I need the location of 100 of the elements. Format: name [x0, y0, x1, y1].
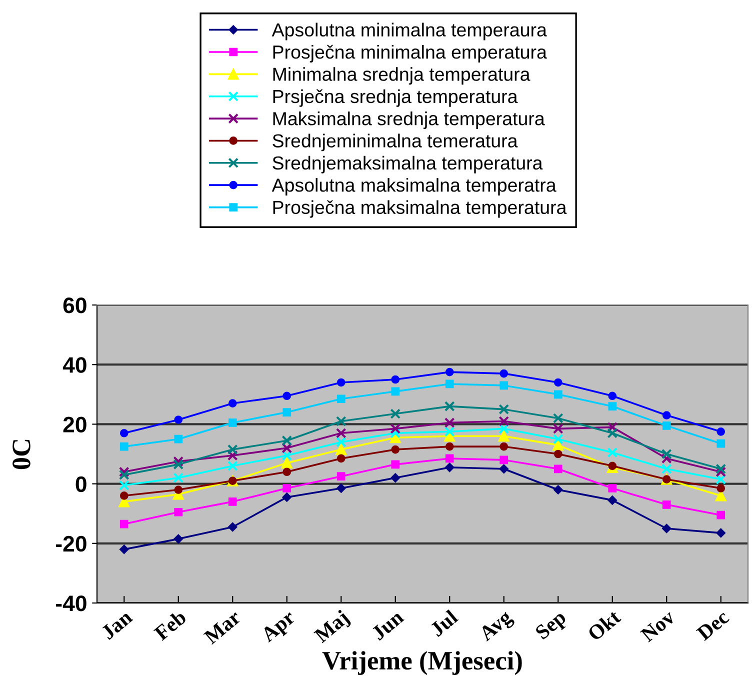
point: [444, 426, 455, 437]
point: [120, 428, 128, 438]
point: [445, 442, 454, 451]
point: [498, 404, 510, 415]
x-tick-label: Jul: [429, 608, 459, 638]
point: [390, 428, 401, 438]
point: [445, 462, 454, 472]
legend-label: Prosječna maksimalna temperatura: [273, 200, 567, 218]
legend-label: Minimalna srednja temperatura: [273, 67, 530, 85]
point: [552, 434, 564, 444]
point: [662, 422, 671, 430]
point: [336, 378, 346, 387]
x-tick-label: Avg: [478, 609, 516, 645]
point: [716, 510, 726, 520]
y-tick-label: 0: [76, 476, 86, 492]
point: [607, 422, 618, 432]
point: [391, 460, 400, 469]
point: [390, 408, 401, 419]
point: [336, 484, 346, 493]
point: [227, 444, 238, 455]
point: [554, 485, 563, 494]
point: [282, 450, 292, 461]
point: [608, 496, 617, 505]
point: [552, 413, 564, 424]
point: [174, 416, 183, 424]
point: [336, 416, 346, 426]
legend-label: Apsolutna maksimalna temperatra: [272, 178, 556, 196]
point: [608, 402, 617, 410]
y-tick-label: 40: [62, 357, 86, 373]
point: [336, 444, 347, 456]
point: [228, 399, 237, 408]
point: [498, 423, 510, 434]
point: [554, 378, 562, 387]
legend-label: Srednjeminimalna temeratura: [272, 134, 518, 152]
point: [120, 544, 129, 554]
point: [661, 464, 672, 474]
point: [607, 428, 618, 438]
point: [391, 375, 400, 384]
point: [282, 435, 292, 446]
point: [500, 456, 508, 464]
legend-label: Maksimalna srednja temperatura: [273, 112, 545, 130]
point: [336, 472, 346, 481]
point: [173, 459, 184, 470]
point: [662, 411, 671, 420]
point: [552, 423, 564, 434]
y-tick-label: -20: [56, 536, 86, 552]
point: [118, 470, 130, 480]
point: [554, 390, 562, 399]
point: [173, 456, 184, 467]
x-axis-title: Vrijeme (Mjeseci): [322, 651, 522, 676]
point: [174, 534, 183, 544]
y-tick-label: -40: [56, 596, 86, 612]
point: [444, 418, 455, 428]
point: [227, 450, 238, 461]
point: [282, 392, 292, 400]
x-tick-label: Jun: [370, 609, 405, 641]
point: [554, 464, 562, 474]
point: [391, 445, 400, 454]
y-axis-title: 0C: [12, 440, 30, 470]
point: [552, 440, 564, 451]
point: [500, 369, 508, 378]
legend-label: Srednjemaksimalna temperatura: [272, 156, 543, 174]
x-tick-label: Feb: [152, 609, 188, 642]
point: [498, 430, 510, 442]
x-tick-label: Dec: [696, 610, 730, 642]
point: [390, 473, 400, 482]
point: [500, 381, 508, 390]
point: [336, 394, 346, 404]
point: [228, 418, 237, 427]
point: [661, 448, 672, 460]
x-tick-label: Apr: [260, 609, 299, 646]
point: [391, 387, 400, 396]
x-tick-label: Maj: [313, 609, 352, 647]
point: [445, 368, 454, 376]
point: [282, 492, 292, 502]
point: [498, 416, 510, 426]
point: [607, 447, 618, 458]
point: [282, 484, 292, 492]
x-tick-label: Jan: [100, 609, 134, 640]
point: [118, 480, 130, 490]
point: [500, 442, 508, 451]
point: [336, 436, 346, 448]
point: [716, 427, 726, 436]
point: [445, 380, 454, 388]
point: [282, 468, 292, 476]
point: [499, 464, 508, 474]
point: [336, 428, 346, 438]
y-tick-label: 60: [63, 298, 86, 314]
point: [282, 442, 292, 454]
point: [716, 439, 726, 448]
point: [174, 486, 183, 494]
point: [554, 450, 562, 458]
point: [444, 401, 455, 412]
point: [120, 520, 128, 528]
point: [716, 484, 726, 492]
x-tick-label: Okt: [586, 608, 622, 642]
point: [228, 498, 237, 506]
legend-label: Prosječna minimalna emperatura: [273, 44, 547, 62]
point: [174, 434, 183, 444]
point: [174, 508, 183, 516]
